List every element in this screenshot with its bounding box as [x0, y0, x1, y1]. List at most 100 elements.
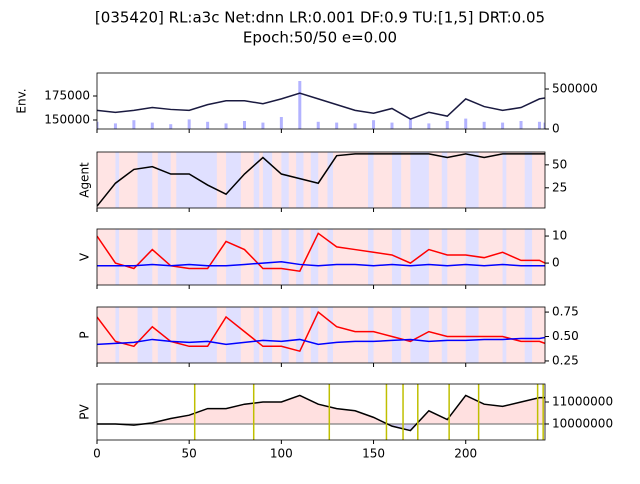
action-span — [296, 152, 304, 208]
y-tick-label: 0.50 — [552, 329, 579, 343]
y-tick-label: 175000 — [44, 89, 90, 103]
action-span — [281, 152, 289, 208]
y2-tick-label: 500000 — [552, 82, 598, 96]
action-span — [281, 229, 289, 285]
action-span — [310, 307, 319, 363]
axes-frame — [96, 228, 546, 286]
y-axis-label: Agent — [78, 162, 92, 198]
action-span — [157, 229, 171, 285]
y-tick-label: 0.75 — [552, 305, 579, 319]
volume-bar — [519, 121, 523, 129]
y-tick-label: 0 — [552, 256, 560, 270]
volume-bar — [261, 122, 265, 129]
volume-bar — [464, 118, 468, 129]
x-tick-label: 0 — [93, 447, 101, 461]
action-span — [410, 307, 429, 363]
action-span — [115, 152, 120, 208]
action-span — [176, 307, 217, 363]
action-span — [253, 152, 260, 208]
volume-bar — [543, 122, 545, 129]
action-span — [327, 229, 333, 285]
volume-bar — [316, 121, 320, 129]
y-tick-label: 50 — [552, 157, 567, 171]
axes-frame — [96, 383, 546, 441]
volume-bar — [482, 121, 486, 129]
action-span — [368, 229, 374, 285]
axes-frame — [96, 72, 546, 130]
y-tick-label: 10000000 — [552, 416, 613, 430]
volume-bar — [242, 121, 246, 129]
action-span — [310, 229, 319, 285]
volume-bar — [390, 122, 394, 129]
action-span — [157, 307, 171, 363]
x-tick-label: 200 — [454, 447, 477, 461]
action-span — [465, 307, 479, 363]
x-tick-label: 50 — [182, 447, 197, 461]
y-tick-label: 25 — [552, 180, 567, 194]
action-span — [327, 152, 333, 208]
action-span — [524, 229, 533, 285]
action-span — [176, 152, 217, 208]
action-span — [502, 307, 507, 363]
y-axis-label: Env. — [15, 88, 29, 113]
volume-bar — [501, 122, 505, 129]
action-span — [465, 229, 479, 285]
plot-area — [97, 81, 545, 129]
volume-bar — [353, 123, 357, 129]
volume-bar — [150, 122, 154, 129]
action-span — [262, 229, 273, 285]
action-span — [391, 152, 402, 208]
action-span — [226, 307, 241, 363]
action-span — [176, 229, 217, 285]
action-span — [253, 307, 260, 363]
volume-bar — [372, 120, 376, 129]
action-span — [115, 307, 120, 363]
action-span — [327, 307, 333, 363]
series-line — [97, 92, 545, 120]
volume-bar — [279, 117, 283, 129]
action-span — [296, 229, 304, 285]
action-span — [137, 152, 153, 208]
action-span — [296, 307, 304, 363]
action-span — [226, 229, 241, 285]
volume-bar — [427, 123, 431, 129]
plot-area — [97, 384, 545, 440]
series-line — [97, 336, 545, 346]
action-span — [465, 152, 479, 208]
action-span — [253, 229, 260, 285]
action-span — [368, 307, 374, 363]
volume-bar — [187, 119, 191, 129]
x-tick-label: 100 — [270, 447, 293, 461]
y-tick-label: 11000000 — [552, 395, 613, 409]
plot-area — [97, 229, 545, 285]
volume-bar — [335, 122, 339, 129]
series-line — [97, 153, 545, 207]
volume-bar — [97, 121, 99, 129]
volume-bar — [224, 123, 228, 129]
action-span — [441, 229, 448, 285]
plot-area — [97, 307, 545, 363]
action-span — [502, 152, 507, 208]
action-span — [262, 307, 273, 363]
action-span — [157, 152, 171, 208]
plot-area — [97, 152, 545, 208]
volume-bar — [408, 119, 412, 129]
y-tick-label: 10 — [552, 229, 567, 243]
y-axis-label: PV — [78, 403, 92, 419]
action-span — [310, 152, 319, 208]
volume-bar — [537, 121, 541, 129]
action-span — [262, 152, 273, 208]
volume-bar — [298, 81, 302, 129]
series-line — [97, 260, 545, 267]
action-span — [441, 307, 448, 363]
action-span — [226, 152, 241, 208]
y-tick-label: 0.25 — [552, 353, 579, 367]
action-span — [281, 307, 289, 363]
axes-frame — [96, 306, 546, 364]
action-span — [115, 229, 120, 285]
action-span — [524, 307, 533, 363]
volume-bar — [113, 123, 117, 129]
action-span — [410, 152, 429, 208]
chart-title: [035420] RL:a3c Net:dnn LR:0.001 DF:0.9 … — [95, 9, 545, 27]
